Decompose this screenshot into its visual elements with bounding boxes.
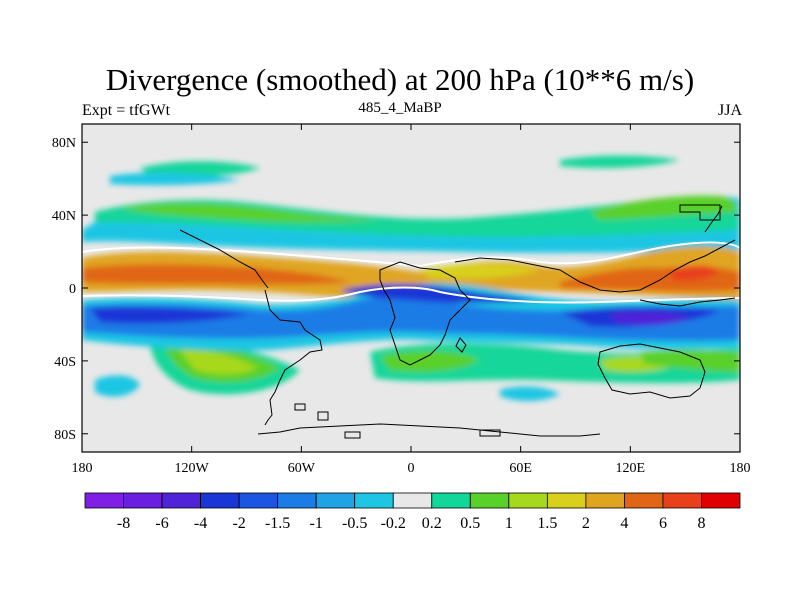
x-tick-label: 0 — [408, 461, 415, 476]
x-tick-label: 60E — [509, 461, 532, 476]
coastlines — [179, 204, 736, 439]
coast-north-box — [679, 204, 721, 221]
colorbar-label: 0.2 — [422, 515, 442, 532]
colorbar-label: -8 — [117, 515, 130, 532]
case-label: 485_4_MaBP — [358, 100, 442, 116]
colorbar-swatch — [546, 492, 587, 509]
contour-nh-band-light — [82, 197, 740, 253]
colorbar-swatch — [662, 492, 702, 509]
colorbar-label: -4 — [194, 515, 207, 532]
contour-eq-neg-4 — [610, 311, 690, 325]
colorbar-swatch — [277, 492, 317, 509]
colorbar-swatch — [469, 492, 510, 509]
x-tick-label: 180 — [730, 461, 751, 476]
colorbar-label: 6 — [659, 515, 667, 532]
coast-australia — [597, 343, 706, 399]
coast-south-america — [264, 289, 323, 426]
y-tick-label: 80N — [52, 136, 76, 151]
coast-africa — [379, 261, 471, 366]
colorbar-swatch — [701, 492, 741, 509]
colorbar-swatch — [238, 492, 279, 509]
divergence-field — [82, 124, 740, 452]
contour-sh-east-1 — [380, 351, 480, 372]
colorbar-swatch — [161, 492, 201, 509]
experiment-label: Expt = tfGWt — [82, 102, 171, 119]
contour-sh-spot2 — [95, 375, 140, 397]
x-tick-label: 120W — [175, 461, 210, 476]
colorbar-label: -6 — [155, 515, 168, 532]
x-tick-label: 60W — [288, 461, 316, 476]
colorbar-swatch — [354, 492, 394, 509]
chart-title: Divergence (smoothed) at 200 hPa (10**6 … — [105, 62, 695, 97]
white-contour-line-north — [82, 241, 740, 268]
contour-nh-band-1 — [120, 203, 380, 223]
coast-madagascar — [455, 337, 467, 353]
x-tick-label: 180 — [72, 461, 93, 476]
contour-nh-band-arctic — [110, 172, 240, 186]
y-tick-label: 0 — [69, 282, 76, 297]
contour-sh-band-15 — [180, 350, 258, 375]
colorbar-swatch — [508, 492, 548, 509]
colorbar-swatch — [431, 492, 471, 509]
season-label: JJA — [717, 102, 742, 119]
colorbar-label: 1 — [505, 515, 513, 532]
contour-eq-neg-1 — [82, 296, 740, 341]
colorbar-label: 1.5 — [537, 515, 557, 532]
colorbar-swatch — [392, 492, 433, 509]
coast-island-4 — [479, 429, 501, 437]
colorbar-swatch — [585, 492, 625, 509]
coast-central-america — [179, 229, 269, 289]
contour-nh-band-arctic2 — [560, 155, 680, 168]
colorbar-swatch — [123, 492, 163, 509]
x-tick-label: 120E — [616, 461, 646, 476]
y-tick-label: 80S — [54, 428, 76, 443]
colorbar-label: -2 — [232, 515, 245, 532]
contour-itcz-pos-6 — [670, 265, 720, 281]
white-contour-line-south — [82, 286, 740, 304]
colorbar-label: -0.5 — [342, 515, 367, 532]
contour-itcz-pos-4 — [82, 264, 350, 285]
axis-ticks: 180 120W 60W 0 60E 120E 180 80N 40N 0 40S 80S — [52, 124, 751, 476]
coast-island-2 — [317, 411, 329, 421]
colorbar-swatch — [84, 492, 124, 509]
contour-eq-neg-2 — [90, 307, 250, 324]
coast-island-3 — [344, 431, 361, 439]
colorbar-label: 8 — [697, 515, 705, 532]
colorbar-label: 0.5 — [460, 515, 480, 532]
contour-sh-spot — [500, 386, 560, 401]
colorbar-swatch — [315, 492, 356, 509]
colorbar-label: 2 — [582, 515, 590, 532]
colorbar-swatch — [624, 492, 664, 509]
colorbar-label: -1.5 — [265, 515, 290, 532]
colorbar-label: 4 — [620, 515, 628, 532]
colorbar-swatch — [200, 492, 240, 509]
colorbar-label: -1 — [310, 515, 323, 532]
coast-antarctica — [257, 423, 601, 437]
colorbar: -8 -6 -4 -2 -1.5 -1 -0.5 -0.2 0.2 0.5 1 1.5 2 4 6 8 — [84, 492, 741, 532]
y-tick-label: 40N — [52, 209, 76, 224]
coast-maritime — [639, 297, 736, 307]
colorbar-label: -0.2 — [381, 515, 406, 532]
coast-asia — [454, 239, 736, 293]
y-tick-label: 40S — [54, 355, 76, 370]
contour-nh-band — [95, 196, 738, 237]
contour-sh-east-1b — [640, 349, 740, 372]
coast-island-1 — [294, 403, 306, 411]
